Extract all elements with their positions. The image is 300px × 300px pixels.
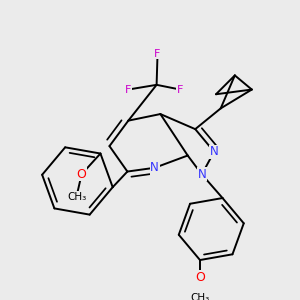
- Text: F: F: [125, 85, 131, 94]
- Text: CH₃: CH₃: [67, 192, 86, 202]
- Text: N: N: [150, 161, 159, 174]
- Text: F: F: [177, 85, 183, 94]
- Text: O: O: [77, 168, 86, 181]
- Text: N: N: [197, 168, 206, 181]
- Text: F: F: [154, 49, 161, 59]
- Text: N: N: [210, 145, 218, 158]
- Text: CH₃: CH₃: [190, 293, 210, 300]
- Text: O: O: [195, 271, 205, 284]
